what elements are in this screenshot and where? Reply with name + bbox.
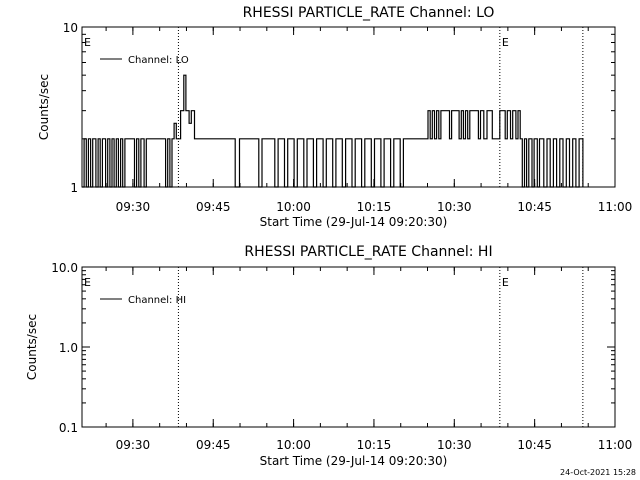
event-marker: E <box>502 276 509 289</box>
x-axis-label: Start Time (29-Jul-14 09:20:30) <box>260 454 448 468</box>
x-tick-label: 11:00 <box>598 200 633 214</box>
event-marker: E <box>84 276 91 289</box>
x-tick-label: 10:30 <box>437 438 472 452</box>
panel-lo: RHESSI PARTICLE_RATE Channel: LO 09:30 09:… <box>37 5 632 229</box>
y-tick-label: 10 <box>63 21 78 35</box>
x-tick-label: 10:15 <box>357 200 392 214</box>
x-tick-label: 10:00 <box>276 200 311 214</box>
legend-label: Channel: HI <box>128 295 186 306</box>
x-tick-label: 09:45 <box>196 438 231 452</box>
plot-frame <box>81 266 616 428</box>
legend-label: Channel: LO <box>128 55 189 66</box>
panel-hi: RHESSI PARTICLE_RATE Channel: HI 09:30 09:… <box>25 244 632 468</box>
y-axis-label: Counts/sec <box>37 74 51 140</box>
x-tick-label: 09:30 <box>116 200 151 214</box>
x-tick-label: 10:30 <box>437 200 472 214</box>
y-tick-label: 10.0 <box>51 261 78 275</box>
series-line <box>82 74 584 188</box>
x-tick-label: 10:15 <box>357 438 392 452</box>
x-tick-label: 09:45 <box>196 200 231 214</box>
x-tick-label: 10:00 <box>276 438 311 452</box>
x-tick-label: 11:00 <box>598 438 633 452</box>
y-tick-label: 0.1 <box>59 421 78 435</box>
event-marker: E <box>502 36 509 49</box>
y-tick-label: 1.0 <box>59 341 78 355</box>
x-tick-label: 10:45 <box>517 200 552 214</box>
y-tick-label: 1 <box>70 181 78 195</box>
chart-title: RHESSI PARTICLE_RATE Channel: HI <box>244 244 492 260</box>
event-marker: E <box>84 36 91 49</box>
y-axis-label: Counts/sec <box>25 314 39 380</box>
x-axis-label: Start Time (29-Jul-14 09:20:30) <box>260 215 448 229</box>
chart-title: RHESSI PARTICLE_RATE Channel: LO <box>243 5 495 21</box>
x-tick-label: 10:45 <box>517 438 552 452</box>
plot-frame <box>81 26 616 188</box>
x-tick-label: 09:30 <box>116 438 151 452</box>
footer-timestamp: 24-Oct-2021 15:28 <box>560 468 636 477</box>
